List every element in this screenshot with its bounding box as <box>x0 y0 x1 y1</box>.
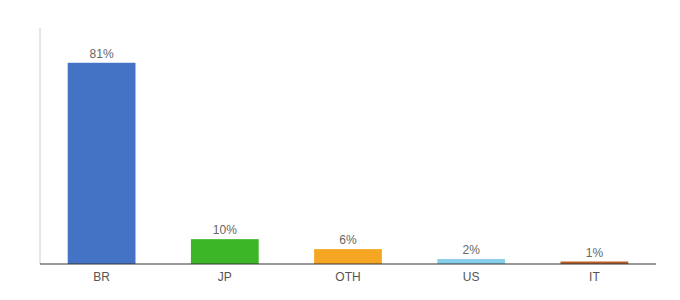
bar <box>191 239 259 264</box>
x-tick-label: US <box>463 270 480 284</box>
bar <box>314 249 382 264</box>
bars <box>68 63 629 264</box>
data-label: 81% <box>90 47 114 61</box>
data-label: 10% <box>213 223 237 237</box>
data-label: 6% <box>339 233 357 247</box>
bar <box>437 259 505 264</box>
x-tick-label: JP <box>218 270 232 284</box>
x-tick-label: OTH <box>335 270 360 284</box>
x-tick-label: IT <box>589 270 600 284</box>
data-label: 2% <box>463 243 481 257</box>
data-label: 1% <box>586 246 604 260</box>
x-tick-label: BR <box>93 270 110 284</box>
x-axis-line <box>40 264 656 265</box>
chart-container: BR JP OTH US IT 81% 10% 6% 2% 1% <box>0 0 680 300</box>
bar <box>68 63 136 264</box>
chart-svg: BR JP OTH US IT 81% 10% 6% 2% 1% <box>0 0 680 300</box>
y-axis-line <box>40 28 41 264</box>
